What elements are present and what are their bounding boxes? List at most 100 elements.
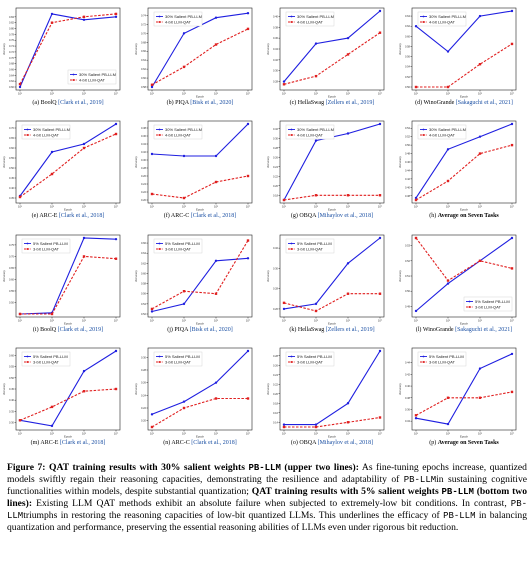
data-point	[82, 390, 86, 393]
subfigure-citation[interactable]: [Sakaguchi et al., 2021]	[454, 100, 513, 106]
subfigure-letter: (i)	[32, 327, 41, 333]
caption-part2: As fine-tuning epochs increase, quantize…	[7, 462, 527, 486]
y-tick-label: 0.26	[141, 381, 147, 385]
legend-label: 3-bit LLM-QAT	[297, 246, 323, 251]
x-tick-label: 10¹	[414, 205, 418, 209]
legend-label: 5% Salient PB-LLM	[297, 241, 332, 246]
data-point	[150, 192, 154, 196]
data-point	[478, 396, 482, 399]
subfigure-citation[interactable]: [Clark et al., 2019]	[56, 327, 104, 333]
data-point	[182, 32, 186, 35]
x-tick-label: 10¹	[150, 432, 154, 436]
y-tick-label: 0.65	[9, 266, 15, 270]
plot-frame	[147, 7, 253, 91]
y-tick-label: 0.20	[273, 184, 279, 188]
subfigure-citation[interactable]: [Bisk et al., 2020]	[188, 100, 234, 106]
data-point	[182, 196, 186, 200]
x-tick-label: 10²	[314, 92, 318, 96]
y-tick-label: 0.35	[9, 196, 15, 200]
x-tick-label: 10²	[182, 205, 186, 209]
chart-2: 0.58 0.60 0.62 0.64 0.66 0.68 0.70 0.72 0.74 10¹ 1…	[134, 7, 253, 99]
subfigure-citation[interactable]: [Zellers et al., 2019]	[324, 100, 375, 106]
x-tick-label: 10¹	[414, 432, 418, 436]
chart-11: 0.26 0.28 0.30 0.32 10¹ 10² 10³ 10⁴ Epoch Accurac…	[266, 234, 385, 326]
x-axis-label: Epoch	[460, 208, 468, 212]
data-point	[478, 135, 482, 138]
data-point	[214, 381, 218, 384]
y-tick-label: 0.56	[405, 55, 411, 59]
y-tick-label: 0.30	[273, 136, 279, 140]
y-tick-label: 0.40	[405, 384, 411, 388]
x-tick-label: 10²	[446, 319, 450, 323]
subfigure-citation[interactable]: [Mihaylov et al., 2018]	[316, 213, 374, 219]
x-tick-label: 10⁴	[114, 432, 119, 436]
subfigure-citation[interactable]: [Bisk et al., 2020]	[188, 327, 233, 333]
data-point	[282, 301, 286, 305]
data-point	[214, 180, 218, 184]
subfigure-caption: (i) BoolQ [Clark et al., 2019]	[2, 327, 134, 333]
subfigure-citation[interactable]: [Clark et al., 2018]	[189, 213, 237, 219]
data-point	[282, 423, 286, 426]
series-line-llm-qat	[19, 133, 117, 198]
series-line-pb-llm	[19, 123, 117, 197]
subfigure-citation[interactable]: [Clark et al., 2018]	[57, 213, 105, 219]
series-line-llm-qat	[151, 175, 249, 199]
legend-marker	[290, 242, 293, 245]
legend-box	[153, 238, 203, 254]
x-tick-label: 10³	[214, 205, 218, 209]
legend-marker	[422, 361, 425, 363]
y-tick-label: 0.70	[9, 254, 15, 258]
y-axis-label: Accuracy	[2, 270, 6, 282]
y-axis-label: Accuracy	[266, 383, 270, 395]
chart-1: 0.60 0.62 0.64 0.660.68 0.70 0.72 0.74 0.76 0.78…	[2, 7, 121, 96]
x-tick-label: 10²	[50, 432, 54, 436]
x-tick-label: 10²	[446, 432, 450, 436]
y-tick-label: 0.28	[141, 368, 147, 372]
x-tick-label: 10³	[478, 92, 482, 96]
subfigure-citation[interactable]: [Clark et al., 2019]	[56, 100, 104, 106]
y-tick-label: 0.38	[273, 25, 279, 29]
legend-label: 30% Salient PB-LLM	[297, 14, 334, 19]
legend-label: 3-bit LLM-QAT	[165, 359, 191, 364]
y-tick-label: 0.54	[141, 302, 147, 306]
y-tick-label: 0.55	[9, 289, 15, 293]
y-tick-label: 0.42	[405, 177, 411, 181]
chart-6: 0.20 0.22 0.24 0.26 0.28 0.30 0.32 0.34 0.36 0.38…	[134, 120, 253, 212]
x-axis-label: Epoch	[64, 435, 72, 439]
y-tick-label: 0.50	[405, 85, 411, 89]
x-tick-label: 10²	[182, 92, 186, 96]
subfigure-citation[interactable]: [Clark et al., 2018]	[58, 440, 106, 446]
y-tick-label: 0.52	[405, 75, 411, 79]
figure-label: Figure 7:	[7, 462, 46, 473]
subfigure-caption: (l) WinoGrande [Sakaguchi et al., 2021]	[398, 327, 530, 333]
subfigure-citation[interactable]: [Clark et al., 2018]	[189, 440, 237, 446]
data-point	[446, 179, 450, 183]
legend-label: 3-bit LLM-QAT	[165, 246, 191, 251]
legend-box	[417, 11, 467, 27]
subfigure-citation[interactable]: [Mihaylov et al., 2018]	[316, 440, 374, 446]
y-tick-label: 0.22	[141, 406, 147, 410]
data-point	[50, 424, 54, 428]
y-tick-label: 0.64	[405, 14, 411, 18]
plot-frame	[279, 347, 385, 431]
legend-label: 5% Salient PB-LLM	[297, 354, 332, 359]
series-line-llm-qat	[151, 28, 249, 86]
data-point	[182, 65, 186, 69]
data-point	[346, 421, 350, 424]
y-tick-label: 0.40	[9, 398, 15, 402]
y-tick-label: 0.78	[9, 32, 15, 36]
plot-frame	[147, 347, 253, 431]
subfigure-dataset: OBQA	[299, 440, 317, 446]
subfigure-caption: (c) HellaSwag [Zellers et al., 2019]	[266, 100, 398, 106]
subfigure-citation[interactable]: [Sakaguchi et al., 2021]	[453, 327, 513, 333]
subfigure-letter: (e)	[31, 213, 40, 219]
legend-box	[285, 11, 335, 27]
subfigure-citation[interactable]: [Zellers et al., 2019]	[324, 327, 375, 333]
y-tick-label: 0.24	[141, 182, 147, 186]
subfigure-dataset: WinoGrande	[422, 327, 454, 333]
x-tick-label: 10⁴	[246, 205, 251, 209]
data-point	[414, 85, 418, 89]
